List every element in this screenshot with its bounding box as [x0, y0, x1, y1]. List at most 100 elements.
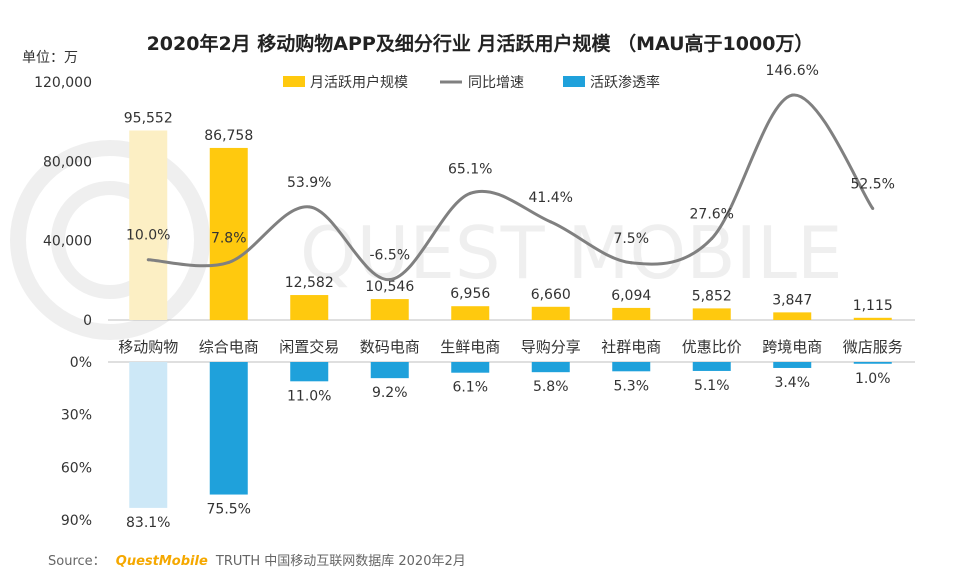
penetration-bar	[129, 362, 168, 508]
mau-bar	[290, 295, 329, 320]
mau-bar	[692, 308, 731, 320]
lower-y-tick-label: 60%	[61, 460, 92, 476]
growth-value-label: -6.5%	[369, 248, 410, 264]
legend-label-penetration: 活跃渗透率	[590, 74, 660, 91]
lower-y-tick-label: 0%	[70, 355, 92, 371]
mau-bar	[612, 307, 651, 320]
penetration-bar	[853, 362, 892, 364]
mau-bars: 95,552 86,758 12,582 10,546 6,956 6,660 6,094 5…	[124, 110, 893, 320]
mau-value-label: 6,660	[531, 287, 571, 303]
legend-label-mau: 月活跃用户规模	[310, 74, 408, 91]
mau-value-label: 95,552	[124, 110, 173, 126]
penetration-value-label: 5.3%	[613, 378, 649, 394]
growth-value-label: 53.9%	[287, 175, 331, 191]
growth-value-label: 10.0%	[126, 228, 170, 244]
growth-value-label: 41.4%	[529, 190, 573, 206]
upper-y-tick-label: 80,000	[43, 154, 92, 170]
mau-value-label: 6,956	[450, 286, 490, 302]
upper-y-tick-label: 40,000	[43, 234, 92, 250]
mau-value-label: 1,115	[853, 298, 893, 314]
growth-line-group: 10.0% 7.8% 53.9% -6.5% 65.1% 41.4% 7.5% 27.6% 14…	[126, 63, 895, 282]
penetration-bar	[773, 362, 812, 368]
penetration-value-label: 5.1%	[694, 378, 730, 394]
lower-y-tick-label: 30%	[61, 408, 92, 424]
growth-point	[629, 261, 633, 265]
growth-point	[307, 205, 311, 209]
mau-bar	[853, 317, 892, 320]
legend-swatch-penetration	[563, 76, 585, 87]
penetration-bars: 83.1% 75.5% 11.0% 9.2% 6.1% 5.8% 5.3% 5.1% 3.4% 1…	[126, 362, 892, 531]
penetration-value-label: 75.5%	[207, 502, 251, 518]
mau-bar	[773, 312, 812, 320]
growth-point	[710, 237, 714, 241]
penetration-bar	[451, 362, 490, 373]
category-label: 导购分享	[521, 338, 581, 356]
legend: 月活跃用户规模 同比增速 活跃渗透率	[283, 74, 660, 91]
penetration-value-label: 5.8%	[533, 379, 569, 395]
growth-value-label: 7.5%	[613, 231, 649, 247]
upper-y-ticks: 0 40,000 80,000 120,000	[34, 75, 92, 329]
growth-line	[148, 93, 874, 282]
lower-y-ticks: 0% 30% 60% 90%	[61, 355, 92, 529]
category-label: 跨境电商	[762, 338, 822, 356]
source-suffix: TRUTH 中国移动互联网数据库 2020年2月	[215, 553, 466, 569]
category-label: 微店服务	[843, 338, 903, 356]
mau-bar	[531, 306, 570, 320]
category-label: 移动购物	[118, 338, 178, 356]
growth-value-label: 65.1%	[448, 161, 492, 177]
category-label: 闲置交易	[279, 338, 339, 356]
penetration-bar	[531, 362, 570, 373]
growth-point	[146, 258, 150, 262]
penetration-value-label: 11.0%	[287, 388, 331, 404]
growth-value-label: 52.5%	[851, 177, 895, 193]
mau-value-label: 86,758	[204, 128, 253, 144]
penetration-value-label: 83.1%	[126, 515, 170, 531]
unit-label: 单位：万	[22, 50, 78, 66]
source-line: Source： QuestMobile TRUTH 中国移动互联网数据库 202…	[48, 553, 466, 569]
penetration-bar	[612, 362, 651, 372]
category-label: 生鲜电商	[440, 338, 500, 356]
svg-text:Source： QuestMobile: Source： QuestMobile TRUTH 中国移动互联网数据库 202…	[48, 553, 466, 569]
mau-value-label: 6,094	[611, 288, 651, 304]
category-label: 优惠比价	[682, 338, 742, 356]
growth-point	[227, 260, 231, 264]
penetration-value-label: 6.1%	[452, 380, 488, 396]
mau-value-label: 3,847	[772, 292, 812, 308]
penetration-value-label: 9.2%	[372, 385, 408, 401]
growth-point	[549, 220, 553, 224]
mau-value-label: 10,546	[365, 279, 414, 295]
growth-point	[790, 93, 794, 97]
lower-y-tick-label: 90%	[61, 513, 92, 529]
growth-point	[871, 207, 875, 211]
penetration-bar	[209, 362, 248, 495]
mau-bar	[370, 299, 409, 320]
penetration-bar	[290, 362, 329, 382]
penetration-value-label: 1.0%	[855, 371, 891, 387]
growth-point	[468, 191, 472, 195]
mau-value-label: 12,582	[285, 275, 334, 291]
watermark-ring-outer	[10, 140, 210, 340]
upper-y-tick-label: 120,000	[34, 75, 92, 91]
category-label: 数码电商	[360, 338, 420, 356]
category-labels: 移动购物 综合电商 闲置交易 数码电商 生鲜电商 导购分享 社群电商 优惠比价 跨境电商 微店服务	[118, 338, 903, 356]
legend-label-growth: 同比增速	[468, 75, 524, 91]
penetration-bar	[692, 362, 731, 371]
growth-point	[388, 278, 392, 282]
legend-swatch-mau	[283, 76, 305, 87]
growth-value-label: 27.6%	[690, 207, 734, 223]
growth-value-label: 7.8%	[211, 230, 247, 246]
category-label: 综合电商	[199, 338, 259, 356]
category-label: 社群电商	[601, 338, 661, 356]
upper-y-tick-label: 0	[83, 313, 92, 329]
source-prefix: Source：	[48, 554, 106, 569]
mau-bar	[209, 147, 248, 320]
mau-bar	[451, 306, 490, 320]
chart-title: 2020年2月 移动购物APP及细分行业 月活跃用户规模 （MAU高于1000万…	[147, 32, 814, 55]
source-brand: QuestMobile	[116, 554, 208, 569]
penetration-bar	[370, 362, 409, 379]
penetration-value-label: 3.4%	[774, 375, 810, 391]
growth-value-label: 146.6%	[766, 63, 819, 79]
mau-bar	[129, 130, 168, 320]
mau-value-label: 5,852	[692, 288, 732, 304]
